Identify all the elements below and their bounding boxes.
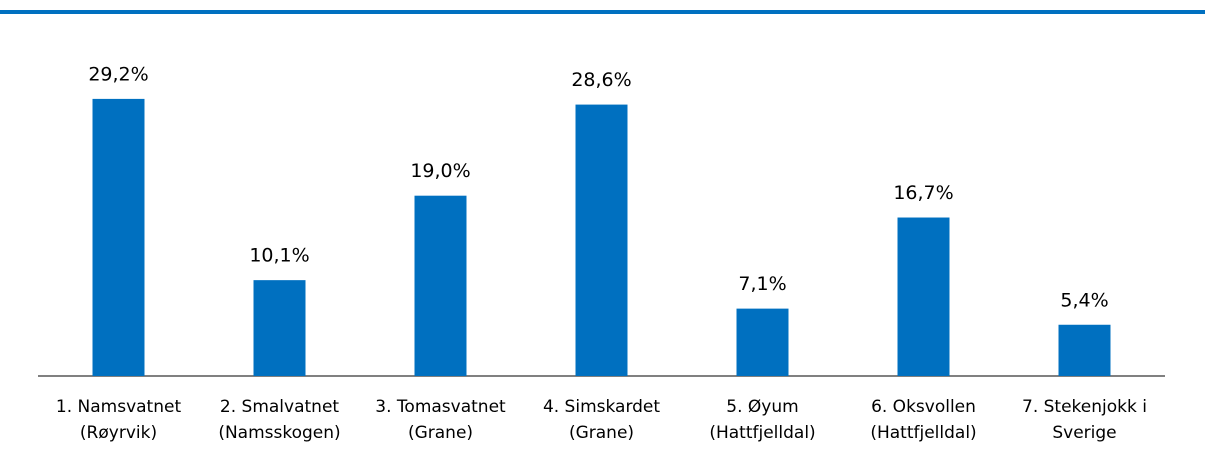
x-tick-label: (Grane) [569, 423, 634, 443]
bar [736, 308, 789, 376]
x-tick-label: Sverige [1052, 423, 1116, 443]
bar [1058, 324, 1111, 376]
bar [575, 104, 628, 376]
header-rule [0, 10, 1205, 14]
bar [414, 195, 467, 376]
x-tick-label: (Røyrvik) [80, 423, 157, 443]
x-tick-label: 7. Stekenjokk i [1022, 397, 1147, 417]
value-label: 7,1% [738, 273, 786, 295]
value-label: 5,4% [1060, 289, 1108, 311]
value-label: 28,6% [571, 69, 631, 91]
value-label: 16,7% [893, 182, 953, 204]
x-tick-label: (Hattfjelldal) [709, 423, 815, 443]
x-tick-label: 4. Simskardet [543, 397, 660, 417]
x-tick-label: 6. Oksvollen [871, 397, 976, 417]
bar [897, 217, 950, 376]
x-tick-label: (Namsskogen) [218, 423, 340, 443]
value-label: 29,2% [88, 63, 148, 85]
value-label: 10,1% [249, 245, 309, 267]
bar [253, 280, 306, 376]
value-label: 19,0% [410, 160, 470, 182]
x-tick-label: 5. Øyum [726, 397, 798, 417]
x-tick-label: (Grane) [408, 423, 473, 443]
x-tick-label: 2. Smalvatnet [220, 397, 339, 417]
x-tick-label: 3. Tomasvatnet [375, 397, 506, 417]
x-tick-label: (Hattfjelldal) [870, 423, 976, 443]
x-tick-label: 1. Namsvatnet [56, 397, 182, 417]
bar [92, 98, 145, 376]
